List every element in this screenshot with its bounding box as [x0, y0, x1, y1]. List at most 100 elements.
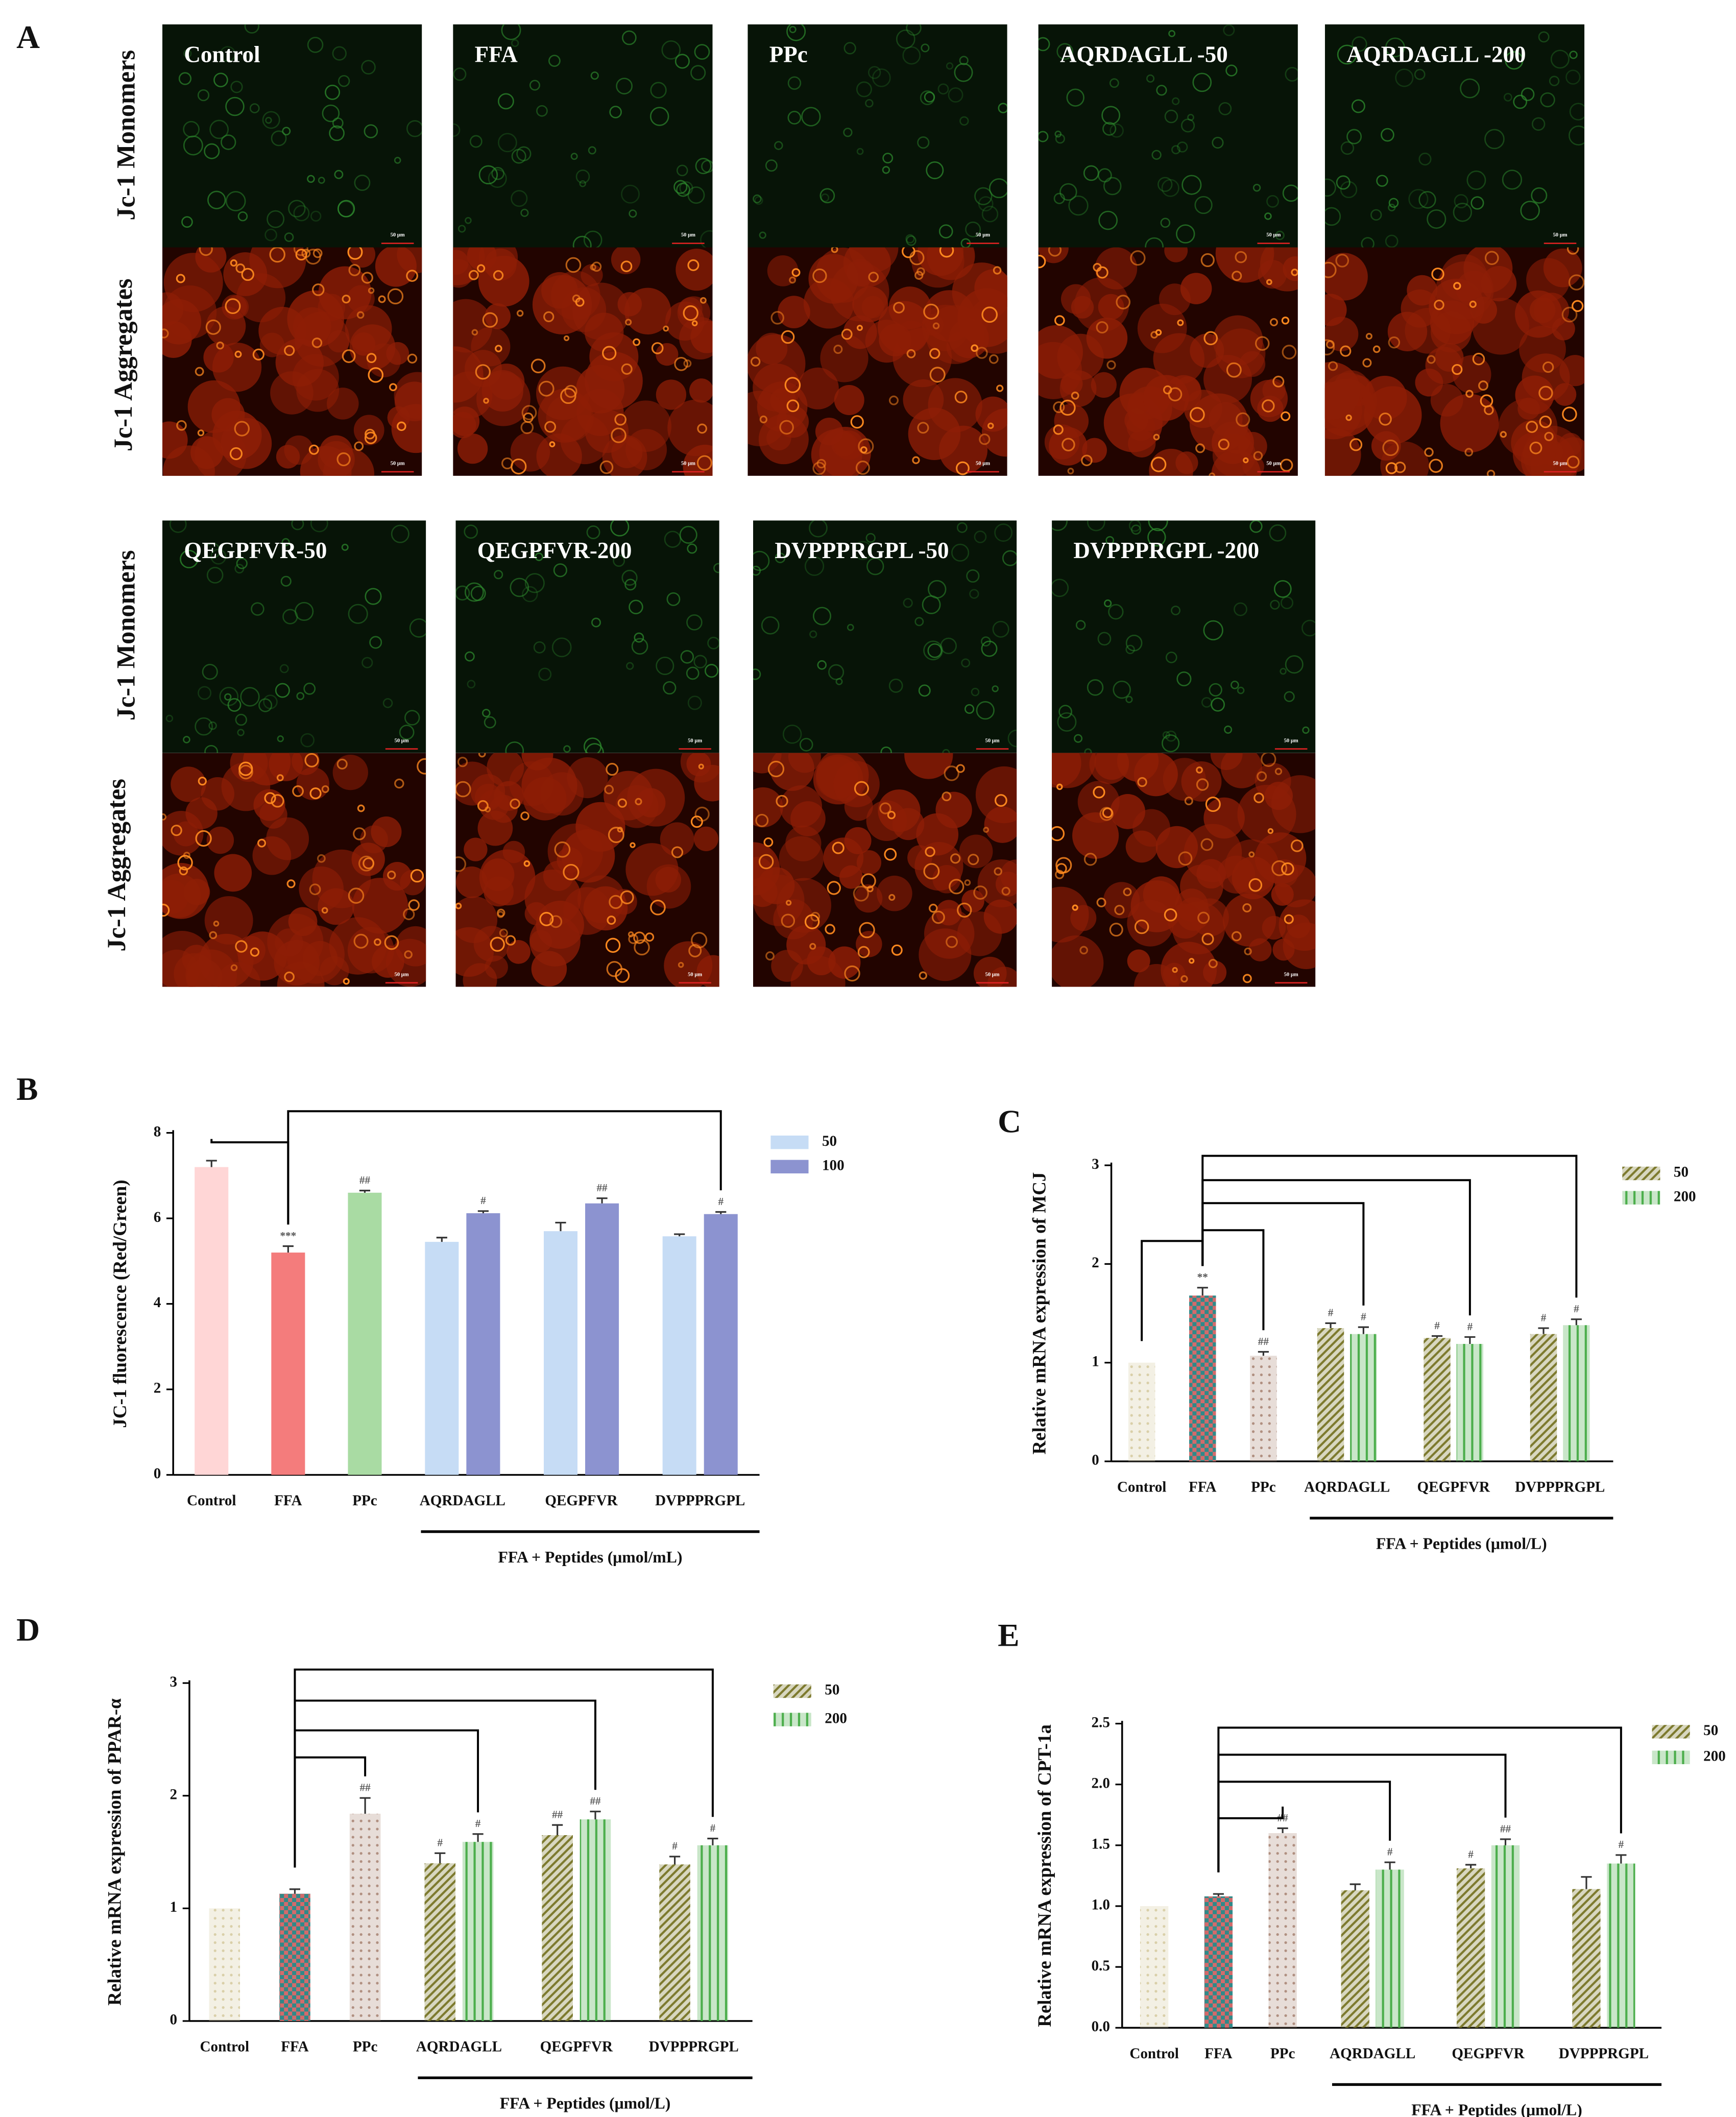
- cell: [948, 87, 963, 103]
- cell: [656, 656, 674, 676]
- cell: [767, 760, 785, 778]
- cell: [1569, 51, 1578, 59]
- cell: [974, 531, 987, 543]
- bar: [424, 1863, 456, 2022]
- error-bar: [590, 1811, 601, 1820]
- cell: [1189, 958, 1195, 964]
- cell: [1194, 196, 1213, 214]
- cell: [1253, 451, 1263, 461]
- cell: [204, 744, 219, 753]
- cell-cluster: [236, 273, 286, 323]
- cell: [1352, 36, 1367, 52]
- cell: [410, 869, 424, 883]
- cell: [282, 609, 298, 624]
- cell-cluster: [1248, 938, 1272, 961]
- cell: [620, 260, 633, 272]
- cell-cluster: [345, 305, 392, 352]
- cell-cluster: [214, 854, 252, 892]
- cell: [882, 166, 890, 174]
- cell-cluster: [786, 925, 826, 965]
- cell: [465, 651, 475, 662]
- y-tick-label: 1: [1092, 1353, 1099, 1369]
- cell: [318, 177, 325, 184]
- cell: [661, 40, 681, 60]
- error-bar: [669, 1856, 681, 1865]
- x-tick-label: AQRDAGLL: [420, 1493, 505, 1509]
- cell: [477, 800, 489, 811]
- cell: [629, 599, 643, 615]
- cell: [590, 264, 596, 271]
- cell: [374, 938, 381, 946]
- cell: [1192, 73, 1212, 92]
- cell-cluster: [277, 961, 325, 987]
- cell: [754, 196, 763, 205]
- cell-cluster: [1098, 294, 1124, 320]
- cell: [847, 623, 854, 631]
- cell: [516, 309, 524, 317]
- cell: [308, 444, 319, 455]
- cell: [1284, 691, 1295, 702]
- cell: [1125, 695, 1133, 703]
- cell: [608, 827, 624, 844]
- cell-cluster: [1077, 781, 1120, 823]
- cell-cluster: [1181, 761, 1222, 802]
- cell: [1452, 364, 1463, 375]
- cell: [902, 247, 915, 258]
- cell-cluster: [1279, 899, 1316, 951]
- cell-cluster: [1060, 284, 1091, 314]
- cell: [988, 354, 999, 364]
- cell: [209, 931, 218, 940]
- cell-cluster: [162, 421, 188, 459]
- cell: [348, 604, 368, 624]
- cell: [954, 63, 973, 82]
- cell: [1408, 189, 1429, 209]
- cell: [965, 704, 975, 714]
- cell: [701, 160, 713, 173]
- cell: [942, 749, 950, 753]
- cell: [1424, 447, 1434, 457]
- cell: [614, 413, 626, 426]
- cell: [230, 964, 238, 971]
- cell: [1340, 345, 1352, 357]
- cell: [1335, 254, 1349, 268]
- cell: [650, 82, 667, 99]
- cell: [361, 272, 373, 284]
- cell: [687, 259, 700, 271]
- bar: [1341, 1890, 1369, 2028]
- cell-cluster: [823, 837, 864, 878]
- cell: [389, 383, 397, 392]
- cell-cluster: [453, 346, 484, 403]
- cell: [879, 802, 891, 814]
- cell-cluster: [162, 811, 204, 856]
- cell: [1056, 783, 1063, 790]
- error-bar: [1581, 1876, 1592, 1889]
- legend-swatch: [1622, 1191, 1660, 1205]
- cell: [801, 107, 821, 127]
- y-tick-label: 0: [1092, 1452, 1099, 1469]
- cell: [786, 399, 800, 413]
- cell: [586, 525, 600, 539]
- cell: [693, 655, 707, 668]
- cell: [220, 46, 236, 62]
- bar: [1204, 1896, 1233, 2028]
- cell: [240, 687, 260, 707]
- cell: [791, 268, 801, 277]
- cell: [998, 103, 1007, 113]
- cell: [1242, 903, 1252, 912]
- cell: [303, 682, 316, 695]
- x-tick-label: DVPPPRGPL: [1559, 2046, 1649, 2062]
- cell: [1361, 237, 1375, 248]
- cell: [1434, 299, 1444, 310]
- cell: [969, 589, 979, 599]
- cell: [674, 356, 688, 371]
- cell: [165, 714, 174, 723]
- cell: [241, 268, 254, 281]
- cell: [812, 462, 826, 475]
- cell-cluster: [779, 836, 824, 881]
- cell: [199, 247, 213, 256]
- cell: [293, 247, 308, 256]
- cell: [588, 146, 596, 155]
- y-tick-label: 1.5: [1092, 1836, 1110, 1853]
- cell: [382, 698, 393, 708]
- cell: [1569, 103, 1585, 121]
